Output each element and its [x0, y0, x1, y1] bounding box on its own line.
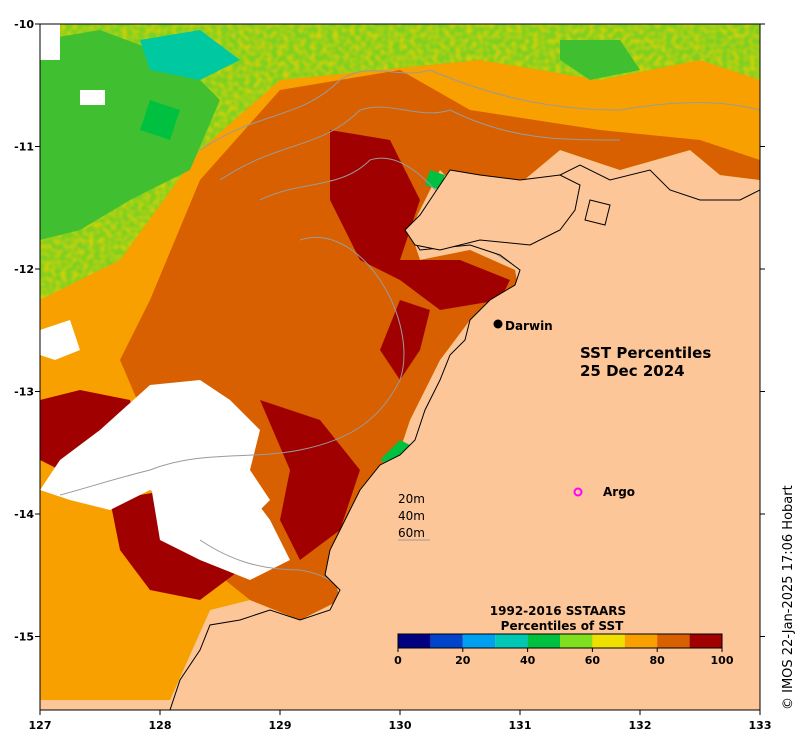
- darwin-label: Darwin: [505, 319, 553, 333]
- x-tick-label: 132: [629, 719, 652, 732]
- argo-label: Argo: [603, 485, 635, 499]
- x-tick-label: 133: [749, 719, 772, 732]
- y-axis: -10 -11 -12 -13 -14 -15: [14, 18, 765, 644]
- y-tick-label: -11: [14, 141, 34, 154]
- map-title: SST Percentiles: [580, 344, 711, 362]
- depth-key-20m: 20m: [398, 492, 425, 506]
- legend-tick-label: 20: [455, 654, 471, 667]
- legend-tick-label: 0: [394, 654, 402, 667]
- x-tick-label: 130: [389, 719, 412, 732]
- legend-tick-label: 80: [650, 654, 666, 667]
- legend-swatch: [398, 634, 431, 648]
- legend-ticks: 0 20 40 60 80 100: [394, 648, 734, 667]
- x-tick-label: 128: [149, 719, 172, 732]
- depth-key: 20m 40m 60m: [398, 492, 430, 541]
- island-small: [584, 199, 611, 226]
- y-tick-label: -12: [14, 263, 34, 276]
- legend-colorbar: [397, 633, 723, 649]
- legend-tick-label: 60: [585, 654, 601, 667]
- darwin-marker: [493, 319, 503, 329]
- legend-swatch: [592, 634, 625, 648]
- island-melville: [404, 169, 581, 251]
- depth-key-40m: 40m: [398, 509, 425, 523]
- x-axis: 127 128 129 130 131 132 133: [29, 710, 772, 732]
- legend-frame: [397, 633, 723, 649]
- legend-swatch: [624, 634, 658, 648]
- x-tick-label: 129: [269, 719, 292, 732]
- y-tick-label: -10: [14, 18, 34, 31]
- x-tick-label: 127: [29, 719, 52, 732]
- y-tick-label: -13: [14, 386, 34, 399]
- imos-credit: © IMOS 22-Jan-2025 17:06 Hobart: [781, 485, 796, 710]
- legend-swatch: [657, 634, 690, 648]
- x-tick-label: 131: [509, 719, 532, 732]
- legend-swatch: [560, 634, 593, 648]
- map-plot-area: [40, 24, 760, 710]
- legend-swatch: [462, 634, 496, 648]
- legend-subtitle: Percentiles of SST: [501, 619, 624, 633]
- percentile-legend: 1992-2016 SSTAARS Percentiles of SST 0 20…: [394, 604, 734, 667]
- legend-tick-label: 40: [520, 654, 536, 667]
- y-tick-label: -14: [14, 508, 34, 521]
- legend-swatch: [430, 634, 463, 648]
- legend-title: 1992-2016 SSTAARS: [490, 604, 626, 618]
- depth-key-60m: 60m: [398, 526, 425, 540]
- argo-marker: [573, 487, 583, 497]
- map-date: 25 Dec 2024: [580, 362, 685, 380]
- legend-swatch: [527, 634, 560, 648]
- legend-swatch: [689, 634, 722, 648]
- y-tick-label: -15: [14, 631, 34, 644]
- legend-tick-label: 100: [711, 654, 734, 667]
- legend-swatch: [495, 634, 528, 648]
